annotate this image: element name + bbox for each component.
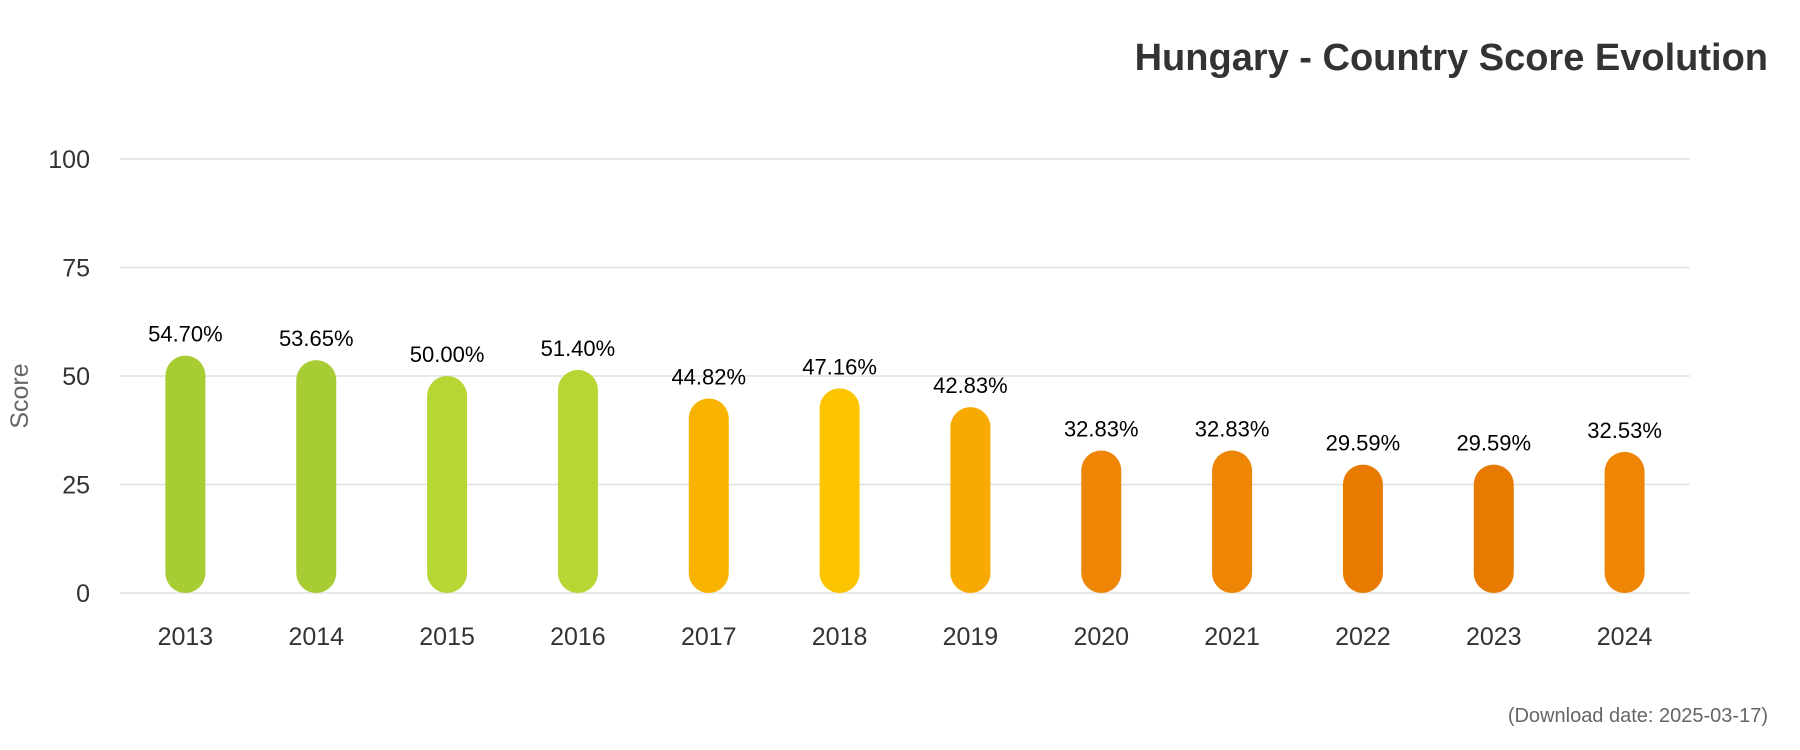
x-tick-label-2014: 2014 (288, 623, 344, 651)
bar-2018 (819, 388, 860, 593)
x-tick-label-2022: 2022 (1335, 623, 1391, 651)
y-tick-label: 0 (76, 580, 90, 608)
x-tick-label-2015: 2015 (419, 623, 475, 651)
bar-2014 (296, 360, 337, 593)
y-tick-label: 50 (62, 363, 90, 391)
y-tick-label: 25 (62, 472, 90, 500)
data-label-2022: 29.59% (1326, 431, 1401, 456)
y-axis-label: Score (6, 363, 34, 428)
y-tick-label: 100 (48, 146, 90, 174)
data-label-2018: 47.16% (802, 354, 877, 379)
x-tick-label-2018: 2018 (812, 623, 868, 651)
bars (165, 355, 1645, 593)
x-tick-label-2021: 2021 (1204, 623, 1260, 651)
bar-2023 (1473, 464, 1514, 593)
data-label-2021: 32.83% (1195, 417, 1270, 442)
bar-2015 (427, 376, 468, 593)
data-label-2016: 51.40% (541, 336, 616, 361)
data-label-2019: 42.83% (933, 373, 1008, 398)
bar-2020 (1081, 450, 1122, 593)
x-tick-label-2019: 2019 (943, 623, 999, 651)
data-label-2014: 53.65% (279, 326, 354, 351)
y-axis: 0 25 50 75 100 (48, 146, 90, 608)
x-tick-label-2020: 2020 (1073, 623, 1129, 651)
x-tick-label-2016: 2016 (550, 623, 606, 651)
data-label-2015: 50.00% (410, 342, 485, 367)
bar-2017 (688, 398, 729, 593)
download-date-credit: (Download date: 2025-03-17) (1508, 705, 1768, 727)
bar-2021 (1212, 450, 1253, 593)
chart-title: Hungary - Country Score Evolution (1135, 37, 1768, 79)
bar-2022 (1342, 464, 1383, 593)
x-tick-label-2013: 2013 (158, 623, 214, 651)
y-tick-label: 75 (62, 255, 90, 283)
data-label-2020: 32.83% (1064, 417, 1139, 442)
x-axis: 2013 2014 2015 2016 2017 2018 2019 2020 2021 2022… (158, 623, 1653, 651)
grid (120, 158, 1690, 594)
data-label-2013: 54.70% (148, 322, 223, 347)
data-labels: 54.70% 53.65% 50.00% 51.40% 44.82% 47.16% 42.8… (148, 322, 1662, 456)
x-tick-label-2023: 2023 (1466, 623, 1522, 651)
bar-2024 (1604, 451, 1645, 593)
bar-2019 (950, 407, 991, 593)
x-tick-label-2017: 2017 (681, 623, 737, 651)
bar-2016 (557, 369, 598, 593)
x-tick-label-2024: 2024 (1597, 623, 1653, 651)
bar-2013 (165, 355, 206, 593)
data-label-2023: 29.59% (1456, 431, 1531, 456)
data-label-2024: 32.53% (1587, 418, 1662, 443)
data-label-2017: 44.82% (671, 364, 746, 389)
